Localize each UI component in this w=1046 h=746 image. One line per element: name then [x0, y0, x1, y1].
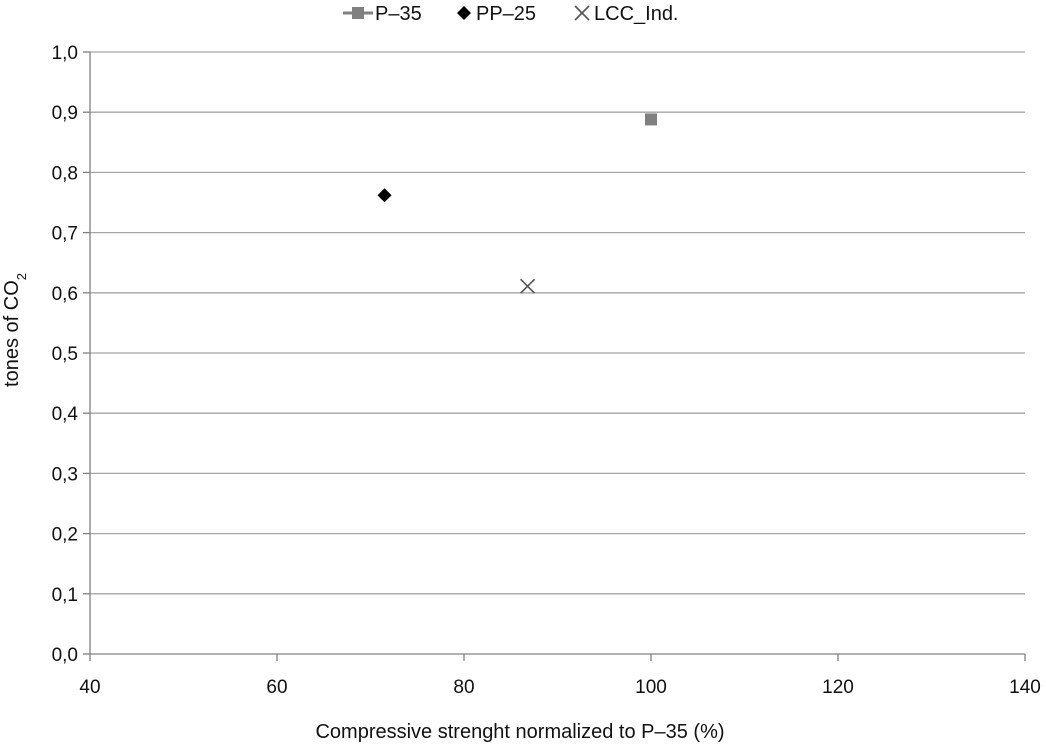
legend-marker [574, 5, 590, 21]
y-tick-label: 0,2 [52, 525, 78, 546]
y-tick-label: 1,0 [52, 43, 78, 64]
marker-stroke [520, 278, 536, 294]
legend: P–35 PP–25 LCC_Ind. [343, 3, 679, 25]
y-tick-label: 0,1 [52, 585, 78, 606]
legend-label: LCC_Ind. [594, 3, 679, 25]
y-axis-title-main: tones of CO [1, 280, 23, 387]
data-point [520, 278, 536, 294]
y-tick-label: 0,7 [52, 224, 78, 245]
legend-marker [352, 7, 364, 19]
y-tick-label: 0,5 [52, 344, 78, 365]
y-tick-label: 0,0 [52, 645, 78, 666]
legend-marker [457, 6, 471, 20]
y-tick-label: 0,3 [52, 464, 78, 485]
x-axis-title: Compressive strenght normalized to P–35 … [315, 721, 724, 743]
y-axis-title: tones of CO2 [1, 273, 29, 387]
y-tick-label: 0,9 [52, 103, 78, 124]
y-axis: 0,0 0,1 0,2 0,3 0,4 0,5 0,6 0,7 0,8 0,9 1,0 [52, 43, 91, 666]
legend-label: P–35 [375, 3, 422, 25]
x-axis: 40 60 80 100 120 140 [79, 653, 1041, 698]
y-tick-label: 0,6 [52, 284, 78, 305]
legend-label: PP–25 [476, 3, 536, 25]
data-points [377, 113, 657, 294]
x-tick-label: 140 [1009, 677, 1041, 698]
y-tick-label: 0,4 [52, 404, 79, 425]
marker-stroke [574, 5, 590, 21]
x-tick-label: 60 [266, 677, 287, 698]
y-tick-label: 0,8 [52, 163, 78, 184]
x-tick-label: 100 [635, 677, 667, 698]
x-tick-label: 80 [453, 677, 474, 698]
data-point [377, 188, 392, 203]
x-tick-label: 40 [79, 677, 100, 698]
data-point [645, 113, 657, 126]
y-axis-title-subscript: 2 [14, 273, 29, 280]
x-tick-label: 120 [822, 677, 854, 698]
gridlines [90, 51, 1025, 595]
